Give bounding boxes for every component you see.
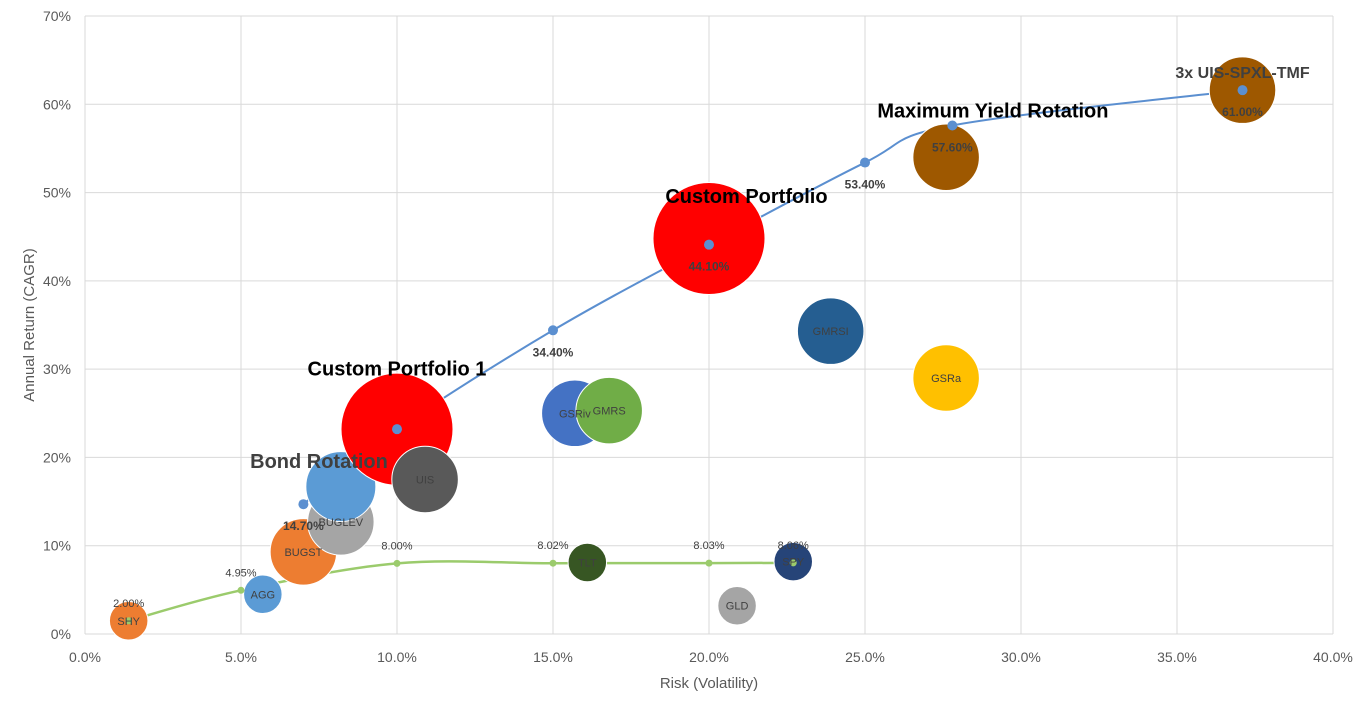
data-label: 44.10% bbox=[689, 260, 730, 274]
y-tick-label: 70% bbox=[43, 8, 71, 24]
series-point bbox=[237, 586, 245, 594]
x-axis-title: Risk (Volatility) bbox=[660, 675, 758, 692]
bubble bbox=[243, 574, 283, 615]
series-point bbox=[125, 617, 133, 625]
bubble bbox=[912, 344, 980, 412]
bubble-label: GSRa bbox=[931, 373, 962, 385]
bubble-label: TLT bbox=[578, 557, 597, 569]
y-axis-title: Annual Return (CAGR) bbox=[21, 248, 38, 401]
x-tick-label: 40.0% bbox=[1313, 649, 1353, 665]
x-tick-label: 10.0% bbox=[377, 649, 417, 665]
bubble-label: SPY bbox=[782, 557, 805, 569]
bubble-label: UIS bbox=[416, 475, 434, 487]
bubble-label: GSRiv bbox=[559, 408, 591, 420]
data-label: 8.00% bbox=[381, 540, 412, 552]
bubble bbox=[912, 123, 980, 192]
bubble bbox=[796, 297, 865, 365]
data-label: 8.06% bbox=[778, 540, 809, 552]
axes: 0.0% 5.0% 10.0% 15.0% 20.0% 25.0% 30.0% 35.0% 40… bbox=[43, 8, 1353, 665]
x-tick-label: 20.0% bbox=[689, 649, 729, 665]
annotation-label: 3x UIS-SPXL-TMF bbox=[1175, 65, 1309, 82]
labels: SHY AGG BUGST BUGLEV UIS GSRiv GMRS TLT GLD SPY GM… bbox=[113, 65, 1310, 628]
series-point bbox=[392, 424, 402, 435]
bubble-label: BUGLEV bbox=[319, 517, 364, 529]
y-tick-label: 40% bbox=[43, 273, 71, 289]
bubble bbox=[567, 542, 608, 583]
x-tick-label: 25.0% bbox=[845, 649, 885, 665]
y-tick-label: 30% bbox=[43, 361, 71, 377]
bubble bbox=[652, 181, 766, 295]
bubble-label: AGG bbox=[251, 589, 275, 601]
y-tick-label: 60% bbox=[43, 96, 71, 112]
series-point bbox=[789, 559, 797, 567]
series-point bbox=[549, 559, 557, 567]
bubble bbox=[575, 376, 643, 445]
data-label: 14.70% bbox=[283, 519, 324, 533]
bubble bbox=[717, 585, 757, 626]
x-tick-label: 0.0% bbox=[69, 649, 101, 665]
series-point bbox=[860, 157, 870, 168]
annotation-label: Custom Portfolio bbox=[665, 186, 827, 208]
data-label: 53.40% bbox=[845, 178, 886, 192]
x-tick-label: 5.0% bbox=[225, 649, 257, 665]
series-point bbox=[393, 559, 401, 567]
series-point bbox=[1237, 85, 1248, 96]
data-label: 57.60% bbox=[932, 140, 973, 154]
bubble-label: GMRS bbox=[593, 406, 626, 418]
bubble-label: SHY bbox=[117, 616, 140, 628]
series-point bbox=[298, 499, 309, 510]
data-label: 61.00% bbox=[1222, 105, 1263, 119]
series-point bbox=[704, 239, 714, 250]
bubble-label: GMRSI bbox=[813, 326, 849, 338]
series-points bbox=[125, 85, 1248, 625]
x-tick-label: 30.0% bbox=[1001, 649, 1041, 665]
annotation-label: Maximum Yield Rotation bbox=[877, 101, 1108, 123]
y-tick-label: 0% bbox=[51, 626, 71, 642]
x-tick-label: 15.0% bbox=[533, 649, 573, 665]
y-tick-label: 20% bbox=[43, 449, 71, 465]
series-point bbox=[548, 325, 558, 336]
data-label: 2.00% bbox=[113, 598, 144, 610]
x-tick-label: 35.0% bbox=[1157, 649, 1197, 665]
series-point bbox=[705, 559, 713, 567]
series-point bbox=[947, 120, 958, 131]
data-label: 8.02% bbox=[537, 540, 568, 552]
data-label: 4.95% bbox=[225, 567, 256, 579]
bubble bbox=[391, 445, 459, 514]
data-label: 34.40% bbox=[533, 345, 574, 359]
y-tick-label: 10% bbox=[43, 538, 71, 554]
bubble-label: GLD bbox=[726, 601, 749, 613]
annotation-label: Custom Portfolio 1 bbox=[308, 358, 487, 380]
y-tick-label: 50% bbox=[43, 185, 71, 201]
data-label: 8.03% bbox=[693, 540, 724, 552]
annotation-label: Bond Rotation bbox=[250, 451, 388, 473]
bubble-label: BUGST bbox=[284, 547, 322, 559]
